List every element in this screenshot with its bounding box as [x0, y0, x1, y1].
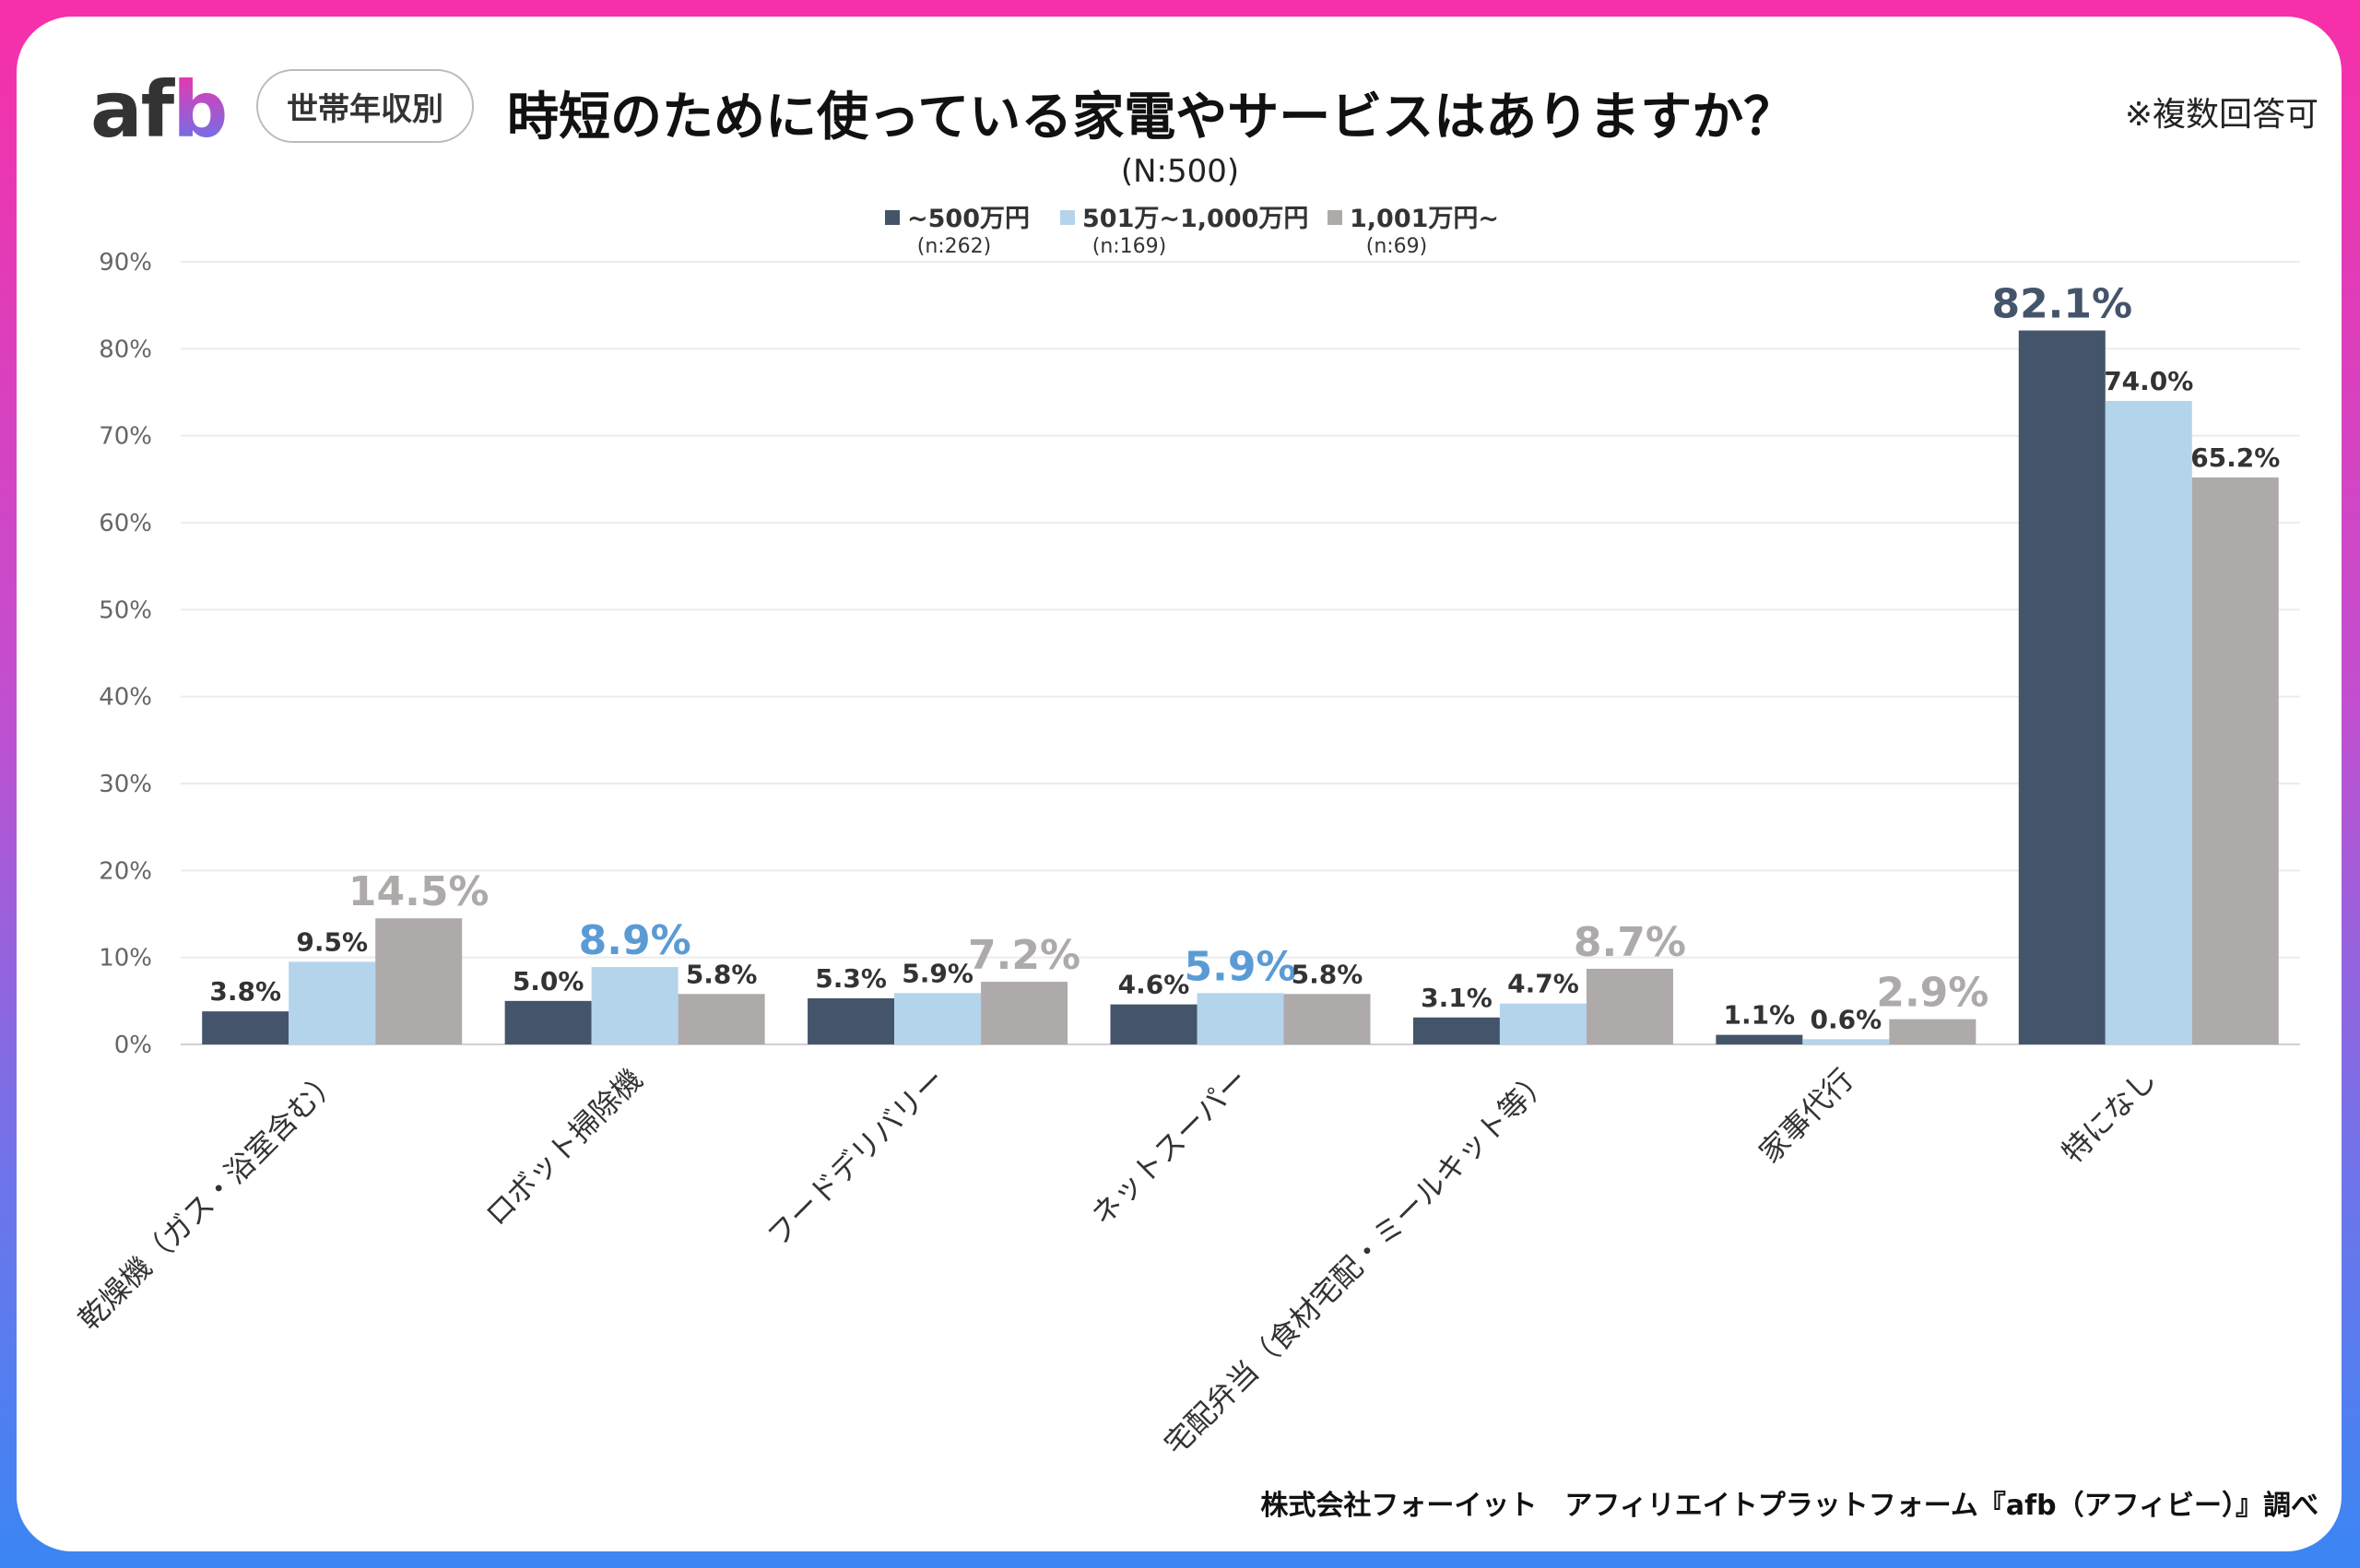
- bar: [2018, 330, 2106, 1045]
- data-label: 9.5%: [296, 926, 368, 957]
- legend-swatch: [885, 210, 900, 225]
- data-label-highlight: 2.9%: [1876, 970, 1988, 1017]
- x-tick-label: 家事代行: [1752, 1062, 1860, 1170]
- bar: [375, 918, 463, 1044]
- data-label: 5.8%: [686, 959, 758, 989]
- x-tick-label: 特になし: [2055, 1062, 2163, 1170]
- bar: [202, 1011, 289, 1044]
- bar: [1889, 1019, 1976, 1044]
- y-tick-label: 20%: [99, 857, 152, 885]
- bar: [2191, 477, 2279, 1044]
- y-tick-label: 90%: [99, 249, 152, 277]
- bar: [1412, 1017, 1500, 1044]
- chart-subtitle: (N:500): [1121, 153, 1239, 190]
- data-label: 0.6%: [1811, 1004, 1882, 1034]
- legend-label: 501万~1,000万円: [1082, 205, 1308, 233]
- data-label: 3.1%: [1421, 983, 1493, 1013]
- data-label: 4.7%: [1507, 969, 1579, 999]
- data-label: 5.3%: [815, 963, 887, 994]
- x-tick-label: ネットスーパー: [1084, 1062, 1255, 1232]
- data-label: 5.0%: [513, 966, 584, 996]
- bar: [1499, 1003, 1587, 1044]
- legend-n: (n:69): [1366, 235, 1428, 258]
- bar: [1197, 993, 1284, 1044]
- data-label-highlight: 8.7%: [1574, 919, 1686, 966]
- data-label: 5.8%: [1292, 959, 1363, 989]
- x-tick-label: ロボット掃除機: [478, 1062, 649, 1232]
- bar: [1586, 968, 1673, 1044]
- y-tick-label: 30%: [99, 771, 152, 798]
- bar: [678, 994, 765, 1044]
- x-tick-label: 乾燥機（ガス・浴室含む）: [71, 1062, 346, 1337]
- y-tick-label: 70%: [99, 423, 152, 451]
- bar: [981, 982, 1068, 1044]
- bar: [289, 961, 376, 1044]
- legend-n: (n:262): [917, 235, 992, 258]
- legend-swatch: [1328, 210, 1342, 225]
- bar: [504, 1000, 592, 1044]
- y-tick-label: 0%: [114, 1032, 152, 1059]
- multiple-answer-note: ※複数回答可: [2124, 96, 2319, 134]
- bar: [1110, 1004, 1198, 1044]
- data-label: 3.8%: [209, 976, 281, 1007]
- data-label-highlight: 82.1%: [1991, 281, 2132, 328]
- y-tick-label: 40%: [99, 684, 152, 712]
- legend-label: 1,001万円~: [1350, 205, 1499, 233]
- data-label-highlight: 8.9%: [579, 917, 691, 964]
- x-tick-label: フードデリバリー: [761, 1062, 952, 1254]
- bar: [591, 967, 678, 1044]
- bar: [2105, 400, 2192, 1044]
- source-footer: 株式会社フォーイット アフィリエイトプラットフォーム『afb（アフィビー）』調べ: [1260, 1490, 2319, 1522]
- page-title: 時短のために使っている家電やサービスはありますか？: [507, 88, 1796, 147]
- category-badge: 世帯年収別: [256, 69, 474, 143]
- data-label: 1.1%: [1724, 1000, 1796, 1031]
- afb-logo: afb: [90, 65, 228, 155]
- legend-label: ~500万円: [907, 205, 1030, 233]
- y-tick-label: 10%: [99, 945, 152, 973]
- legend-n: (n:169): [1092, 235, 1167, 258]
- data-label-highlight: 7.2%: [968, 932, 1080, 979]
- data-label-highlight: 14.5%: [348, 868, 490, 915]
- y-tick-label: 80%: [99, 336, 152, 363]
- y-tick-label: 50%: [99, 596, 152, 624]
- bar: [808, 998, 895, 1044]
- legend-swatch: [1060, 210, 1075, 225]
- bar: [1802, 1039, 1890, 1044]
- y-tick-label: 60%: [99, 510, 152, 537]
- bar: [1283, 994, 1371, 1044]
- data-label-highlight: 5.9%: [1184, 943, 1296, 990]
- bar: [894, 993, 982, 1044]
- data-label: 74.0%: [2104, 366, 2193, 396]
- bar: [1716, 1034, 1803, 1044]
- data-label: 5.9%: [902, 958, 974, 988]
- data-label: 65.2%: [2190, 442, 2280, 473]
- data-label: 4.6%: [1118, 970, 1190, 1000]
